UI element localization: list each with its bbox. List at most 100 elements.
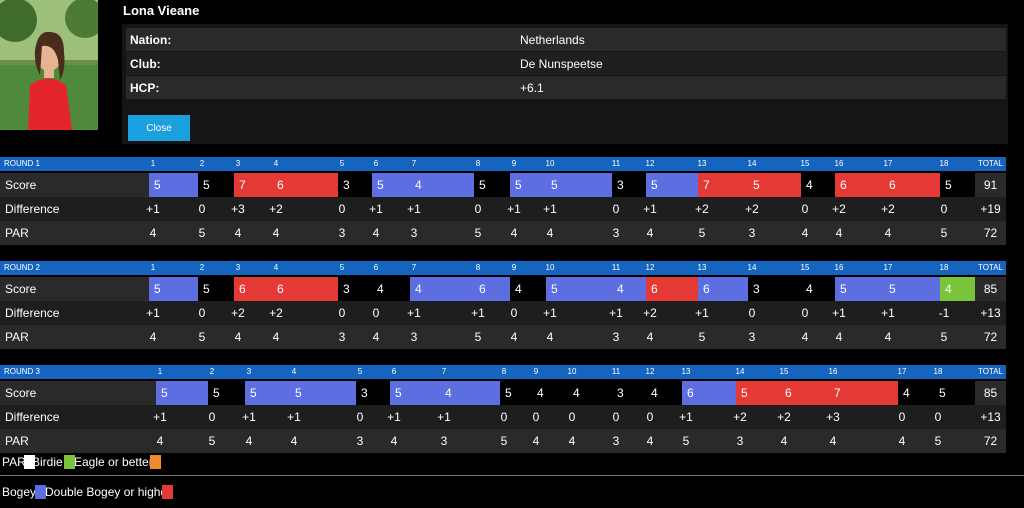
par-cell: 4 [646,434,654,448]
par-cell: 3 [748,226,756,240]
par-cell: 5 [698,226,706,240]
hole-number: 10 [545,263,555,272]
score-cell: 5 [510,173,546,197]
score-row-label: Score [5,282,37,296]
difference-cell: +1 [146,202,160,216]
difference-cell: +3 [231,202,245,216]
difference-cell: 0 [934,410,942,424]
hole-number: 14 [735,367,745,376]
hole-number: 13 [697,263,707,272]
difference-cell: -1 [938,306,950,320]
score-cell: 3 [748,277,801,301]
hole-number: 9 [511,263,517,272]
score-cell: 5 [474,173,510,197]
difference-row-label: Difference [5,410,60,424]
difference-cell: 0 [646,410,654,424]
hole-number: 7 [411,263,417,272]
par-cell: 4 [272,226,280,240]
score-cell: 4 [801,277,835,301]
score-cell: 3 [338,277,372,301]
hole-number: 1 [157,367,163,376]
par-cell: 5 [940,226,948,240]
hole-number: 14 [747,159,757,168]
difference-cell: +1 [543,306,557,320]
hole-number: 12 [645,263,655,272]
score-cell: 6 [698,277,748,301]
par-cell: 4 [149,226,157,240]
difference-cell: 0 [338,306,346,320]
par-cell: 4 [510,226,518,240]
par-cell: 4 [372,226,380,240]
par-cell: 3 [748,330,756,344]
score-cell: 5 [208,381,245,405]
difference-cell: +1 [471,306,485,320]
score-cell: 5 [390,381,440,405]
close-button[interactable]: Close [128,115,190,141]
score-cell: 5 [546,277,612,301]
par-cell: 5 [198,226,206,240]
difference-cell: +1 [287,410,301,424]
par-cell: 4 [646,330,654,344]
score-cell: 3 [338,173,372,197]
hole-number: 9 [533,367,539,376]
score-cell: 4 [568,381,612,405]
par-cell: 3 [440,434,448,448]
difference-cell: +1 [609,306,623,320]
hole-number: 8 [501,367,507,376]
difference-cell: +1 [387,410,401,424]
difference-row-label: Difference [5,202,60,216]
score-row-label: Score [5,386,37,400]
club-value: De Nunspeetse [520,57,603,71]
score-cell: 6 [780,381,829,405]
score-cell: 6 [474,277,510,301]
score-cell: 5 [934,381,975,405]
par-cell: 4 [390,434,398,448]
hole-number: 16 [828,367,838,376]
hole-number: 11 [611,367,621,376]
par-cell: 3 [338,226,346,240]
player-photo [0,0,98,130]
par-cell: 5 [208,434,216,448]
par-cell: 4 [568,434,576,448]
hole-number: 7 [411,159,417,168]
difference-cell: 0 [372,306,380,320]
score-row: Score 5 5 5 5 3 5 4 5 4 4 3 4 6 5 6 7 4 5 85 [0,381,1006,405]
hole-number: 3 [235,159,241,168]
score-total: 91 [983,178,998,192]
difference-cell: +1 [407,202,421,216]
par-cell: 5 [500,434,508,448]
hole-number: 6 [373,263,379,272]
difference-cell: +1 [695,306,709,320]
difference-row-label: Difference [5,306,60,320]
score-row-label: Score [5,178,37,192]
difference-cell: 0 [510,306,518,320]
score-cell: 5 [835,277,884,301]
hcp-label: HCP: [130,81,160,95]
par-cell: 3 [338,330,346,344]
hole-number: 12 [645,367,655,376]
difference-cell: 0 [356,410,364,424]
score-cell: 5 [546,173,612,197]
par-cell: 4 [245,434,253,448]
hole-number: 11 [611,263,621,272]
difference-cell: 0 [748,306,756,320]
difference-cell: +1 [679,410,693,424]
legend-par-label: PAR [2,455,26,469]
par-cell: 3 [356,434,364,448]
hole-number: 6 [373,159,379,168]
round-header: ROUND 2 1 2 3 4 5 6 7 8 9 10 11 12 13 14 15 16 17 18 TOTAL [0,261,1006,275]
score-cell: 6 [272,173,338,197]
difference-row: Difference +1 0 +2 +2 0 0 +1 +1 0 +1 +1 +2 +1 0 0 +1 +1 -1… [0,301,1006,325]
hole-number: 17 [897,367,907,376]
difference-cell: 0 [198,202,206,216]
hole-number: 13 [697,159,707,168]
score-total: 85 [983,386,998,400]
hole-number: 15 [779,367,789,376]
hole-number: 4 [291,367,297,376]
score-cell: 7 [234,173,272,197]
player-info-panel: Nation: Netherlands Club: De Nunspeetse … [122,24,1008,144]
score-cell: 7 [698,173,748,197]
difference-cell: +2 [777,410,791,424]
hole-number: 11 [611,159,621,168]
par-cell: 4 [272,330,280,344]
